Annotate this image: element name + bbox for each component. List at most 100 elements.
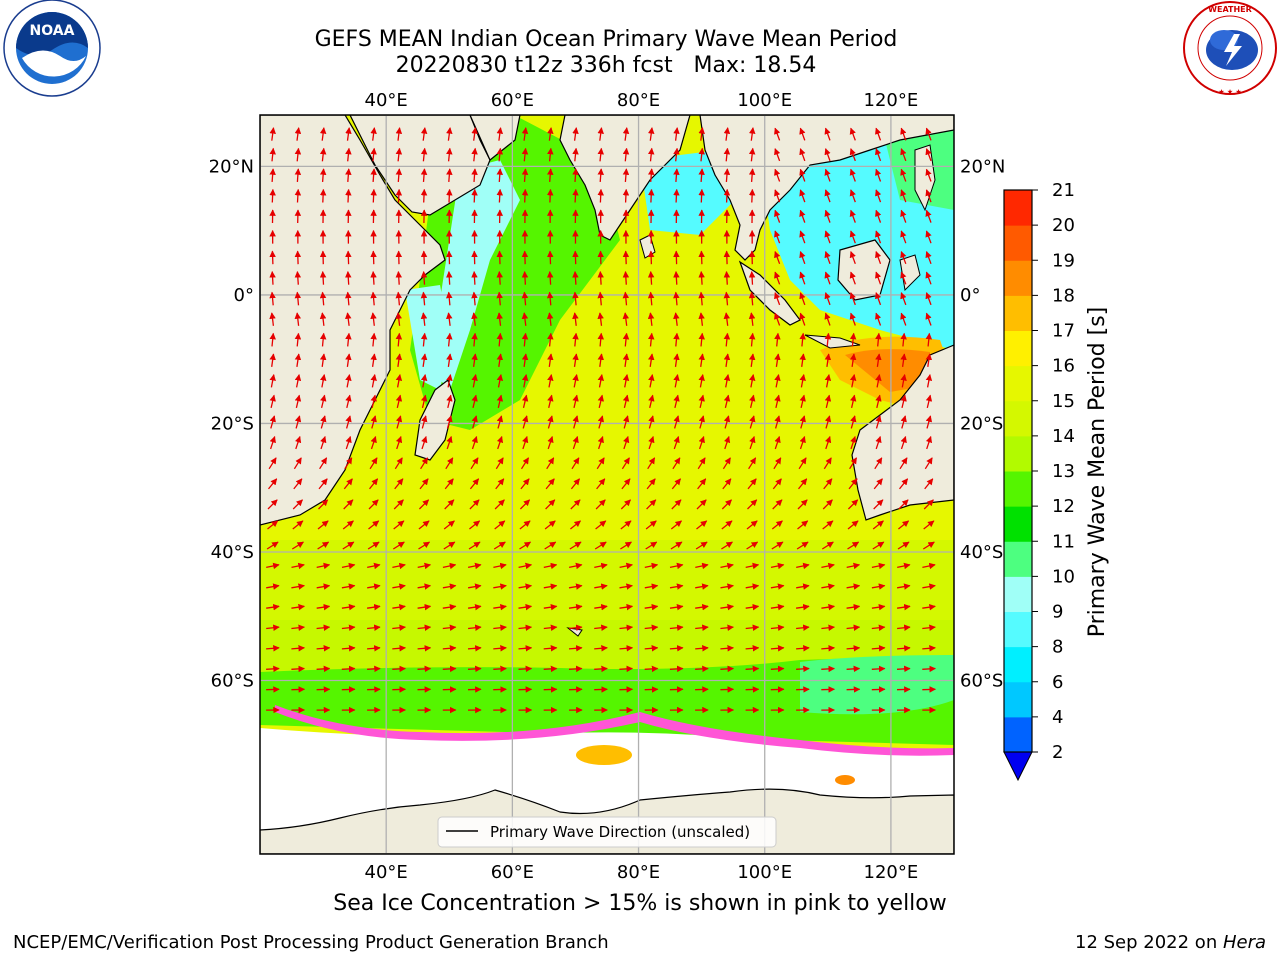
- wave-arrow: [849, 230, 856, 244]
- wave-arrow: [770, 665, 785, 673]
- wave-arrow: [871, 624, 886, 631]
- wave-arrow: [746, 520, 758, 530]
- wave-arrow: [370, 394, 377, 409]
- wave-arrow: [493, 665, 507, 673]
- wave-arrow: [518, 583, 533, 590]
- wave-arrow: [824, 271, 831, 285]
- wave-arrow: [875, 250, 882, 265]
- wave-arrow: [267, 520, 279, 530]
- wave-arrow: [796, 541, 809, 550]
- wave-arrow: [420, 291, 428, 306]
- wave-arrow: [698, 312, 705, 326]
- wave-arrow: [669, 562, 684, 570]
- wave-arrow: [647, 250, 655, 265]
- wave-arrow: [799, 209, 806, 223]
- wave-arrow: [698, 435, 705, 450]
- wave-arrow: [723, 435, 731, 450]
- wave-arrow: [494, 499, 505, 510]
- wave-arrow: [467, 583, 482, 590]
- wave-arrow: [572, 332, 579, 347]
- wave-arrow: [697, 478, 707, 490]
- wave-arrow: [267, 478, 278, 490]
- colorbar-segment: [1004, 400, 1032, 437]
- wave-arrow: [442, 665, 457, 673]
- wave-arrow: [569, 541, 582, 550]
- wave-arrow: [796, 624, 810, 631]
- wave-arrow: [619, 562, 633, 570]
- wave-arrow: [543, 603, 558, 611]
- wave-arrow: [418, 520, 430, 530]
- wave-arrow: [823, 478, 833, 490]
- period-band-southern-green: [800, 655, 954, 715]
- wave-arrow: [343, 478, 353, 490]
- wave-arrow: [319, 147, 327, 162]
- wave-arrow: [294, 435, 302, 450]
- wave-arrow: [847, 499, 859, 510]
- wave-arrow: [521, 168, 529, 182]
- wave-arrow: [723, 271, 731, 285]
- wave-arrow: [597, 394, 605, 409]
- wave-arrow: [925, 189, 932, 203]
- wave-arrow: [923, 520, 935, 530]
- wave-arrow: [268, 457, 277, 470]
- wave-arrow: [468, 520, 481, 530]
- wave-arrow: [846, 624, 861, 631]
- lat-label-right: 20°S: [960, 413, 1003, 434]
- wave-arrow: [670, 541, 683, 550]
- land-india: [559, 115, 691, 241]
- wave-arrow: [266, 562, 280, 570]
- wave-arrow: [922, 624, 936, 631]
- wave-arrow: [341, 645, 356, 652]
- wave-arrow: [521, 188, 529, 203]
- wave-arrow: [496, 332, 504, 347]
- lon-label-bottom: 40°E: [365, 862, 408, 883]
- wave-arrow: [698, 353, 705, 367]
- wave-arrow: [446, 127, 453, 141]
- wave-arrow: [797, 499, 808, 510]
- wave-arrow: [345, 147, 352, 162]
- longitude-labels-top: 40°E 60°E 80°E 100°E 120°E: [365, 90, 919, 111]
- wave-arrow: [443, 520, 455, 530]
- wave-arrow: [417, 665, 432, 673]
- colorbar-tick-label: 11: [1052, 531, 1075, 552]
- chart-title: GEFS MEAN Indian Ocean Primary Wave Mean…: [314, 27, 898, 52]
- wave-arrow: [799, 148, 806, 162]
- colorbar-segment: [1004, 541, 1032, 577]
- wave-arrow: [644, 562, 659, 570]
- wave-arrow: [720, 603, 734, 611]
- colorbar-label: Primary Wave Mean Period [s]: [1085, 307, 1110, 638]
- wave-arrow: [799, 292, 806, 306]
- wave-arrow: [647, 188, 655, 203]
- wave-arrow: [395, 332, 403, 347]
- wave-arrow: [594, 624, 608, 631]
- wave-arrow: [846, 645, 861, 652]
- wave-arrow: [900, 435, 907, 450]
- wave-arrow: [698, 415, 705, 429]
- wave-arrow: [875, 353, 882, 367]
- wave-arrow: [544, 520, 556, 530]
- wave-arrow: [572, 127, 579, 141]
- wave-arrow: [749, 127, 756, 141]
- wave-arrow: [748, 168, 756, 182]
- wave-arrow: [748, 312, 756, 326]
- wave-arrow: [749, 415, 756, 429]
- wave-arrow: [696, 499, 707, 510]
- wave-arrow: [266, 583, 280, 590]
- colorbar-tick-label: 19: [1052, 250, 1075, 271]
- wave-arrow: [572, 312, 579, 326]
- wave-arrow: [774, 127, 781, 141]
- wave-arrow: [849, 189, 856, 203]
- wave-arrow: [320, 435, 327, 450]
- wave-arrow: [496, 250, 503, 265]
- colorbar-tick-label: 13: [1052, 461, 1075, 482]
- wave-arrow: [269, 291, 276, 306]
- wave-arrow: [417, 583, 432, 590]
- lon-label-top: 120°E: [864, 90, 919, 111]
- wave-arrow: [345, 291, 352, 306]
- wave-arrow: [720, 665, 735, 673]
- wave-arrow: [319, 168, 327, 182]
- wave-arrow: [320, 394, 327, 409]
- wave-arrow: [698, 127, 705, 141]
- wave-arrow: [547, 147, 554, 162]
- wave-arrow: [647, 332, 655, 347]
